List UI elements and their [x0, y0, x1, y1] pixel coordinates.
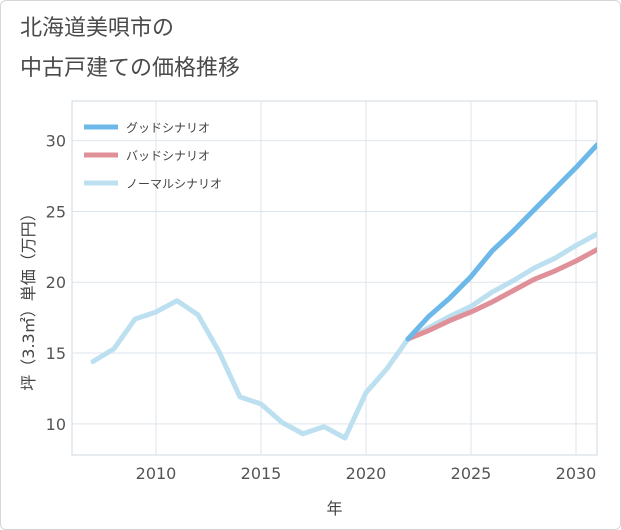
legend-label: ノーマルシナリオ [126, 177, 222, 191]
series-line-normal [90, 231, 597, 441]
x-axis-title: 年 [326, 499, 342, 518]
series-lines [90, 142, 597, 441]
y-tick-label: 30 [46, 132, 66, 151]
x-tick-label: 2025 [451, 464, 492, 483]
series-line-bad [405, 247, 597, 342]
grid [71, 100, 598, 456]
y-axis-title: 坪（3.3㎡）単価（万円） [19, 205, 38, 390]
chart-title-line-1: 北海道美唄市の [20, 16, 175, 41]
legend-label: バッドシナリオ [126, 149, 210, 163]
legend-label: グッドシナリオ [126, 121, 210, 135]
y-tick-label: 10 [46, 415, 66, 434]
x-tick-label: 2020 [346, 464, 387, 483]
plot-area [71, 100, 598, 456]
x-tick-label: 2030 [556, 464, 597, 483]
chart-title-line-2: 中古戸建ての価格推移 [20, 56, 241, 81]
y-tick-label: 25 [46, 202, 66, 221]
y-tick-label: 15 [46, 344, 66, 363]
x-tick-label: 2010 [136, 464, 177, 483]
x-tick-label: 2015 [241, 464, 282, 483]
y-tick-label: 20 [46, 273, 66, 292]
series-line-good [405, 142, 597, 342]
